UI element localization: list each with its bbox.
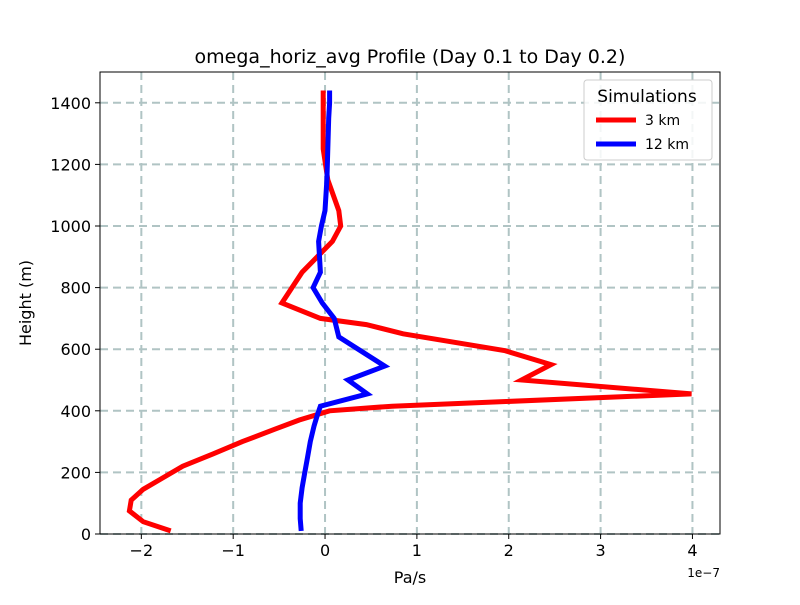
y-tick-label: 1400 [50,94,91,113]
x-tick-label: 4 [687,541,697,560]
plot-frame [99,71,721,535]
y-tick-label: 800 [60,279,91,298]
legend-label-3km: 3 km [645,113,680,129]
y-tick-label: 0 [81,525,91,544]
chart-title: omega_horiz_avg Profile (Day 0.1 to Day … [195,46,626,68]
x-tick-label: −1 [221,541,245,560]
x-tick-label: 2 [504,541,514,560]
y-tick-label: 200 [60,463,91,482]
legend: Simulations 3 km 12 km [583,79,713,161]
y-tick-label: 400 [60,402,91,421]
series-line-12km [297,90,391,532]
y-tick-label: 1200 [50,155,91,174]
series-line-3km [126,90,692,534]
legend-label-12km: 12 km [645,137,689,153]
y-tick-label: 600 [60,340,91,359]
x-axis-label: Pa/s [394,568,426,587]
grid [100,72,720,535]
x-tick-label: 3 [595,541,605,560]
y-axis-label: Height (m) [16,260,35,346]
x-offset-label: 1e−7 [687,566,720,580]
plot-series [126,90,692,534]
legend-box [583,79,713,161]
x-tick-label: 0 [320,541,330,560]
y-tick-label: 1000 [50,217,91,236]
x-tick-label: −2 [130,541,154,560]
legend-title: Simulations [597,87,697,107]
axis-ticks: −2 −1 0 1 2 3 4 0 200 400 600 800 1000 1200 1400 [50,94,697,560]
x-tick-label: 1 [412,541,422,560]
